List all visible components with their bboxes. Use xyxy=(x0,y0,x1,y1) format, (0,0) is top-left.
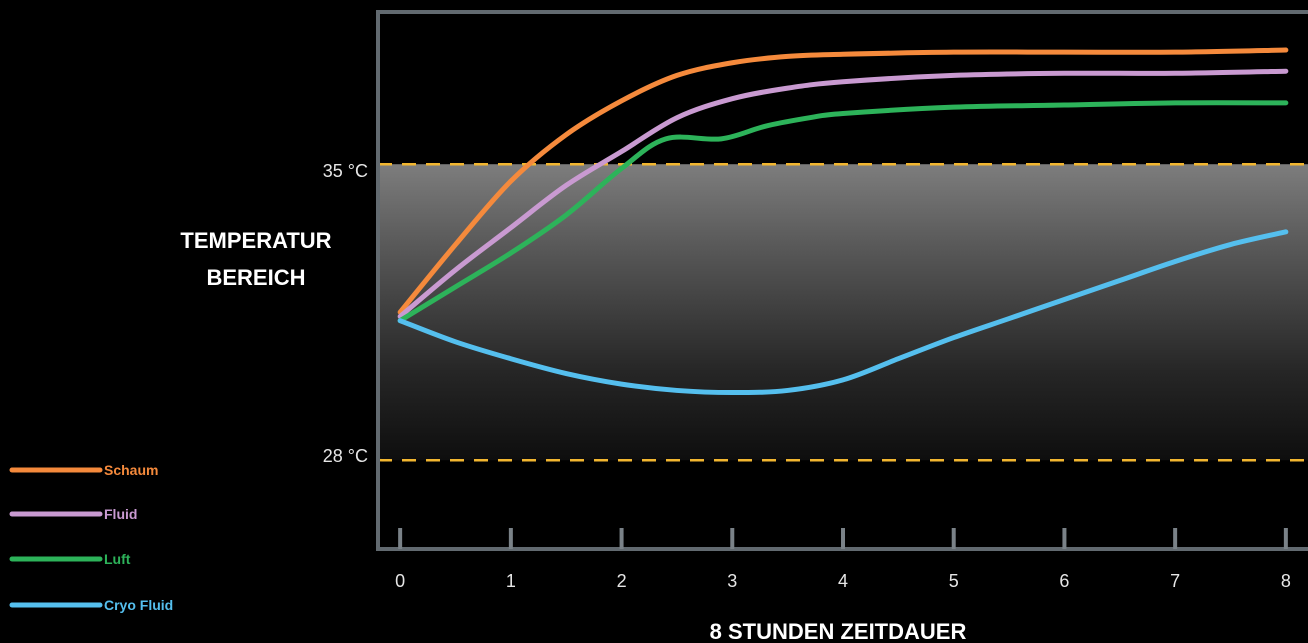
x-tick-label-1: 1 xyxy=(506,571,516,591)
x-tick-label-7: 7 xyxy=(1170,571,1180,591)
x-axis-ticks: 0 1 2 3 4 5 6 7 8 xyxy=(395,528,1291,591)
y-axis-title-line2: BEREICH xyxy=(206,265,305,290)
series-line-cryo-fluid xyxy=(397,229,1289,396)
x-tick-label-3: 3 xyxy=(727,571,737,591)
legend-label-1: Fluid xyxy=(104,506,137,522)
reference-lines xyxy=(378,162,1308,462)
band-rect xyxy=(378,164,1308,461)
x-tick-label-0: 0 xyxy=(395,571,405,591)
legend-label-2: Luft xyxy=(104,551,131,567)
ref-label-high: 35 °C xyxy=(323,161,368,181)
legend: Schaum Fluid Luft Cryo Fluid xyxy=(9,462,173,613)
y-axis-title-line1: TEMPERATUR xyxy=(180,228,331,253)
series-line-schaum xyxy=(397,47,1289,315)
x-tick-label-4: 4 xyxy=(838,571,848,591)
x-tick-label-5: 5 xyxy=(949,571,959,591)
target-range-band xyxy=(378,164,1308,461)
ref-label-low: 28 °C xyxy=(323,446,368,466)
series-line-luft xyxy=(397,100,1289,324)
x-tick-label-6: 6 xyxy=(1059,571,1069,591)
x-tick-label-2: 2 xyxy=(617,571,627,591)
x-tick-label-8: 8 xyxy=(1281,571,1291,591)
legend-label-0: Schaum xyxy=(104,462,158,478)
series-line-fluid xyxy=(397,68,1289,319)
legend-label-3: Cryo Fluid xyxy=(104,597,173,613)
x-axis-title: 8 STUNDEN ZEITDAUER xyxy=(710,619,967,643)
series-lines xyxy=(397,47,1289,396)
